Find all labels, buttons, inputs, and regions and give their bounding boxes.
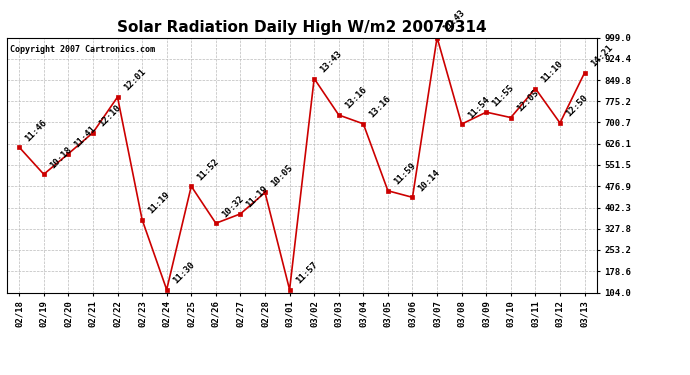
Text: 13:16: 13:16 (368, 94, 393, 120)
Text: 11:54: 11:54 (466, 94, 491, 120)
Text: 13:43: 13:43 (318, 49, 344, 74)
Text: 10:32: 10:32 (220, 194, 246, 219)
Text: 11:59: 11:59 (392, 161, 417, 187)
Text: 11:19: 11:19 (146, 190, 172, 215)
Text: 11:46: 11:46 (23, 118, 49, 143)
Text: 10:18: 10:18 (48, 145, 73, 170)
Title: Solar Radiation Daily High W/m2 20070314: Solar Radiation Daily High W/m2 20070314 (117, 20, 486, 35)
Text: 14:21: 14:21 (589, 43, 614, 69)
Text: 11:57: 11:57 (294, 260, 319, 285)
Text: 10:14: 10:14 (417, 168, 442, 193)
Text: 12:01: 12:01 (121, 68, 147, 93)
Text: 11:30: 11:30 (171, 260, 196, 285)
Text: 11:19: 11:19 (244, 184, 270, 210)
Text: 11:10: 11:10 (540, 59, 565, 84)
Text: 11:52: 11:52 (195, 157, 221, 182)
Text: 10:05: 10:05 (269, 163, 295, 188)
Text: 13:16: 13:16 (343, 86, 368, 111)
Text: 12:05: 12:05 (515, 88, 540, 113)
Text: Copyright 2007 Cartronics.com: Copyright 2007 Cartronics.com (10, 45, 155, 54)
Text: 12:10: 12:10 (97, 103, 122, 129)
Text: 12:50: 12:50 (564, 93, 589, 119)
Text: 11:41: 11:41 (72, 124, 98, 150)
Text: 11:55: 11:55 (491, 82, 515, 108)
Text: 11:43: 11:43 (441, 8, 466, 33)
